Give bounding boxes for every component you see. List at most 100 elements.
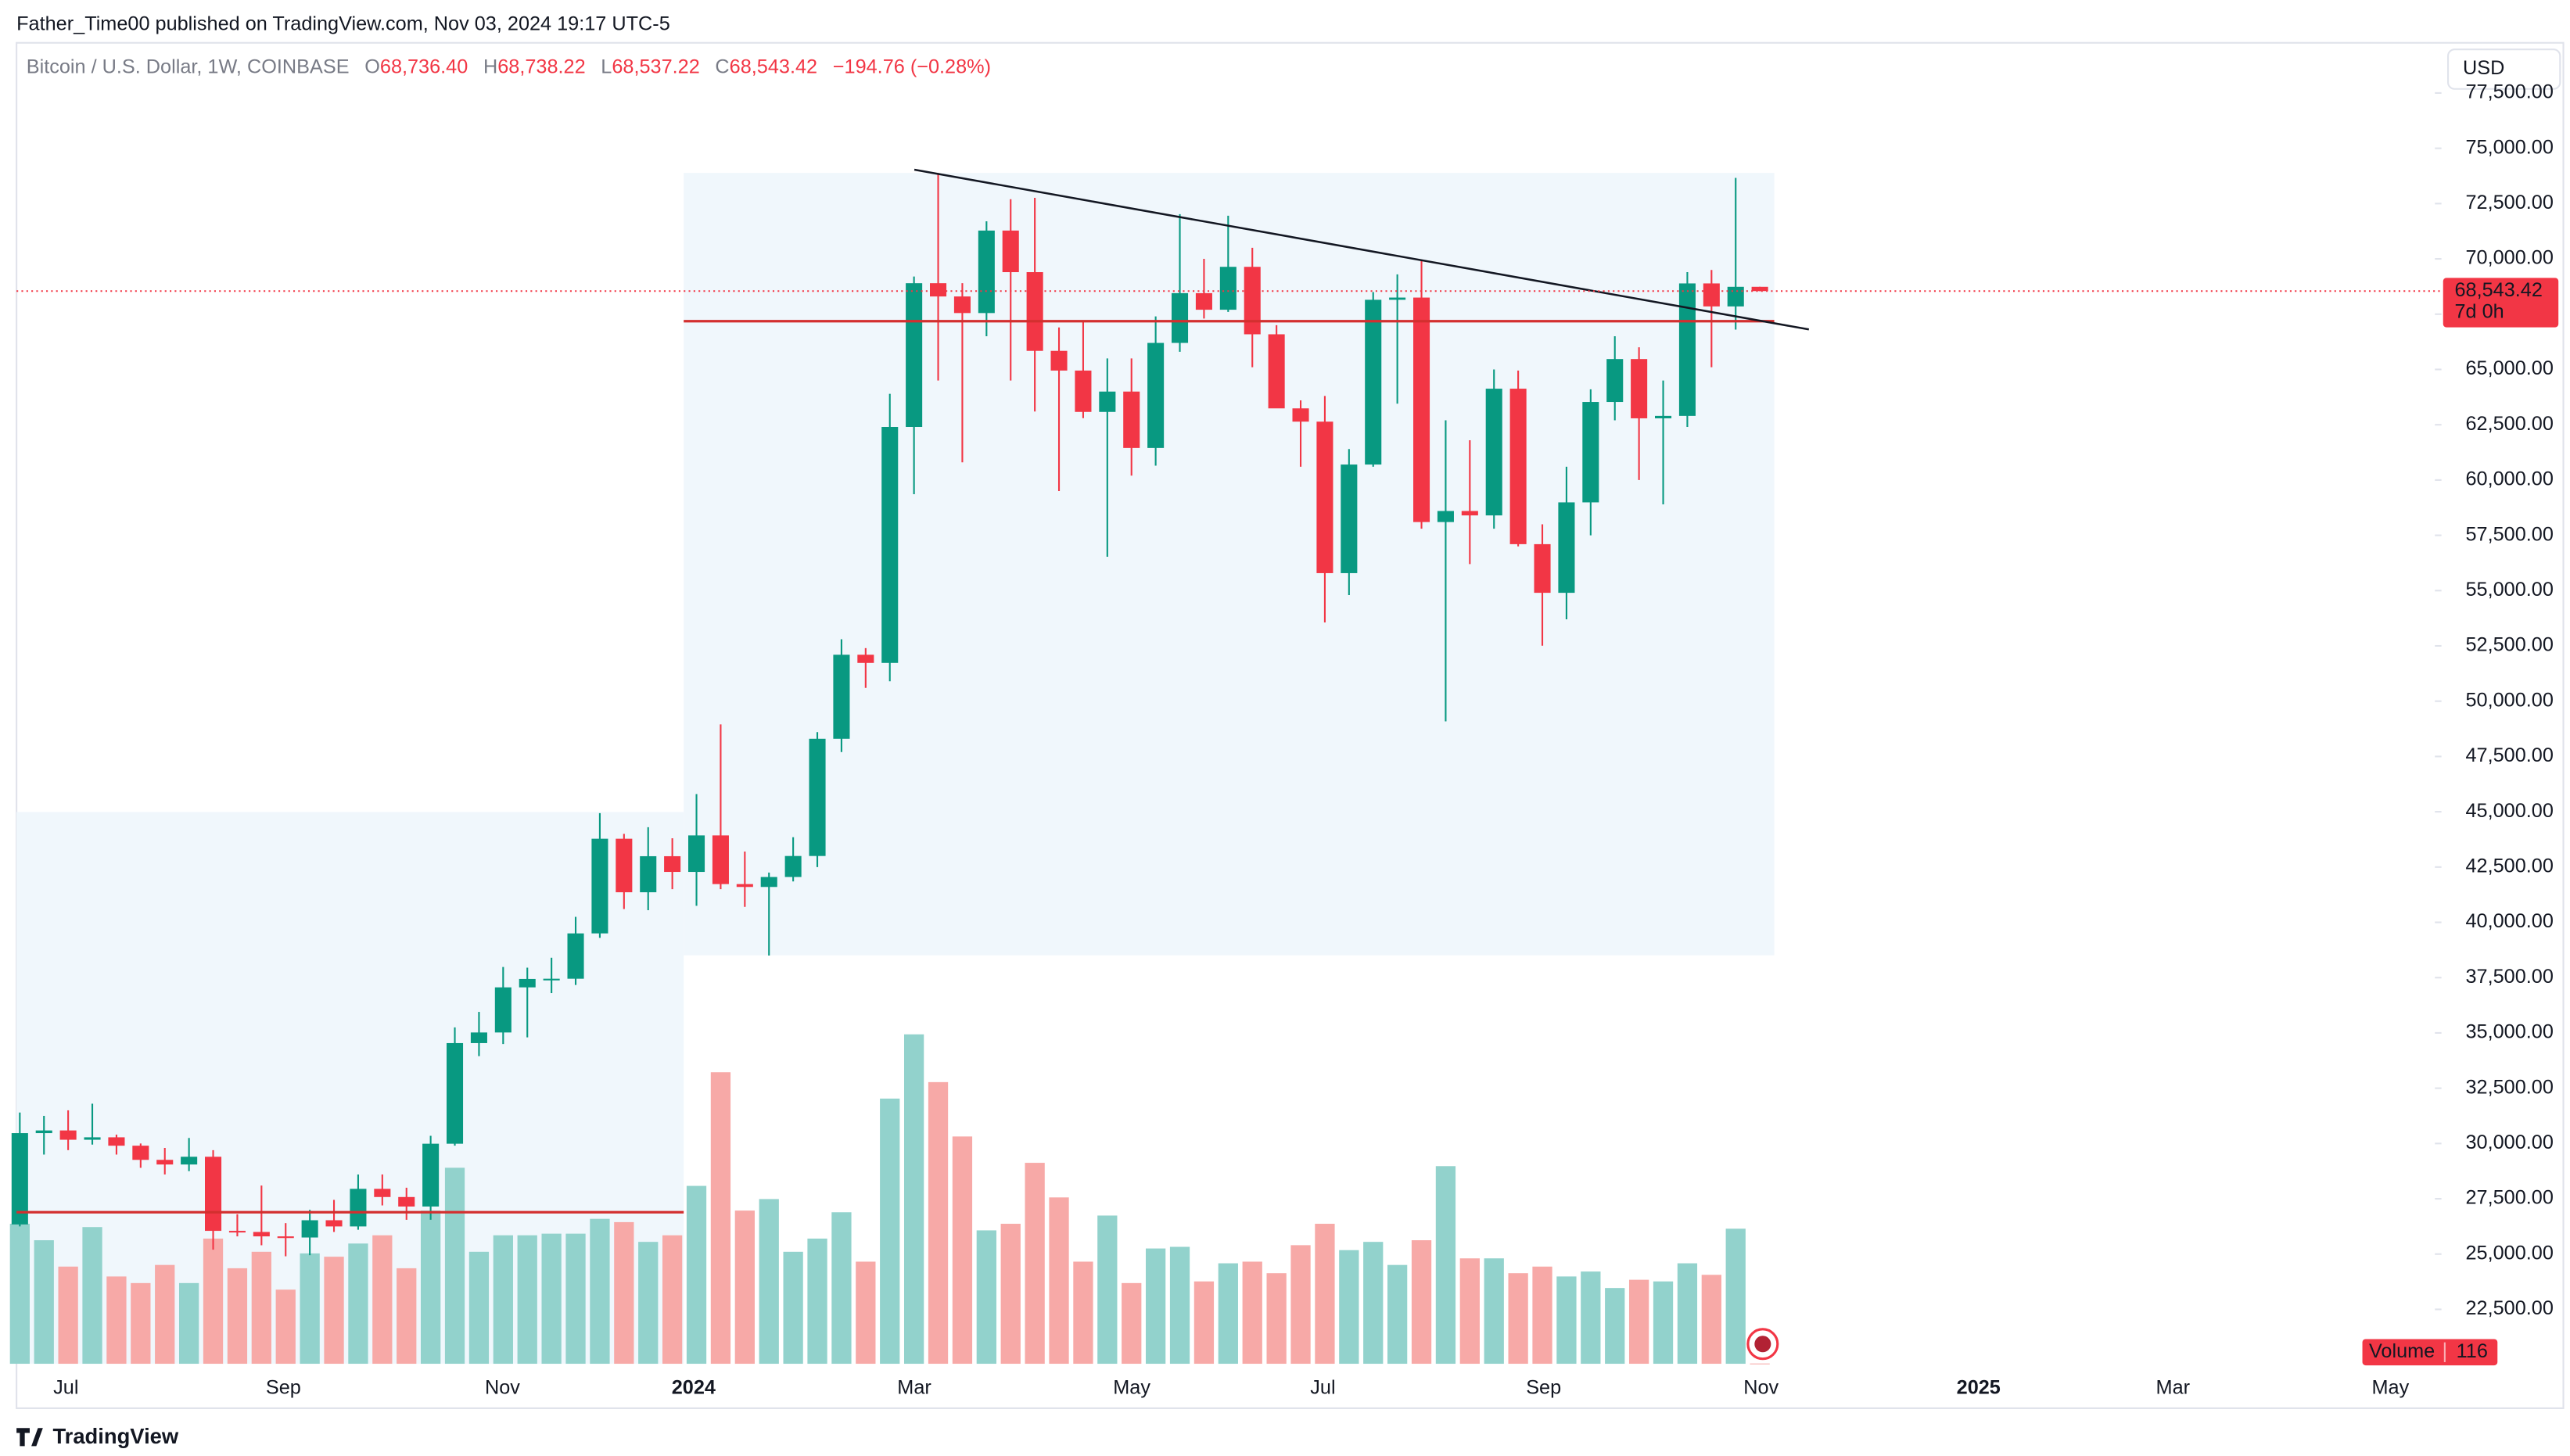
y-tick-label: 62,500.00 [2465, 413, 2553, 435]
candle-body [301, 1220, 318, 1238]
x-tick-label: Nov [1743, 1376, 1779, 1398]
volume-bar [638, 1242, 659, 1365]
trend-line [913, 168, 1810, 331]
y-tick-label: 52,500.00 [2465, 634, 2553, 656]
x-tick-label: May [1113, 1376, 1150, 1398]
countdown: 7d 0h [2454, 300, 2504, 322]
y-tick-label: 47,500.00 [2465, 744, 2553, 766]
volume-bar [324, 1257, 344, 1365]
volume-bar [686, 1185, 707, 1365]
legend-value: 68,543.42 [730, 56, 817, 77]
candle-body [1534, 543, 1551, 594]
y-tick-label: 65,000.00 [2465, 357, 2553, 379]
candle-body [712, 835, 729, 884]
currency-button[interactable] [2447, 48, 2561, 90]
candle-body [1751, 286, 1768, 292]
legend: Bitcoin / U.S. Dollar, 1W, COINBASE O68,… [27, 56, 991, 77]
candle-body [1365, 299, 1382, 465]
volume-bar [903, 1034, 924, 1365]
candle-body [1147, 342, 1165, 448]
candle-body [543, 978, 560, 981]
volume-badge [2362, 1339, 2498, 1366]
volume-bar [710, 1072, 731, 1365]
candle-body [1389, 297, 1406, 300]
y-tick-label: 60,000.00 [2465, 468, 2553, 490]
y-tick-label: 50,000.00 [2465, 689, 2553, 711]
candle-body [447, 1042, 464, 1144]
volume-bar [1339, 1250, 1359, 1365]
volume-bar [82, 1227, 102, 1365]
candle-body [616, 838, 633, 893]
x-tick-label: 2025 [1957, 1376, 2001, 1398]
legend-symbol: Bitcoin / U.S. Dollar, 1W, COINBASE [27, 56, 350, 77]
volume-bar [1025, 1163, 1045, 1365]
legend-value: 68,736.40 [380, 56, 468, 77]
legend-label: L [601, 56, 612, 77]
candle-body [664, 855, 681, 873]
volume-bar [1073, 1261, 1093, 1365]
volume-badge-value: 116 [2457, 1340, 2488, 1362]
volume-bar [203, 1238, 224, 1365]
volume-bar [300, 1253, 320, 1365]
volume-bar [1290, 1245, 1311, 1365]
brand-logo [16, 1428, 43, 1447]
candle-body [132, 1146, 149, 1160]
candle-body [784, 855, 802, 877]
x-tick-label: Sep [1526, 1376, 1561, 1398]
volume-bar [251, 1251, 271, 1365]
x-tick-label: Nov [485, 1376, 520, 1398]
candle-body [1292, 408, 1309, 422]
candle-body [108, 1137, 125, 1146]
candle-body [760, 877, 777, 888]
volume-bar [348, 1243, 368, 1365]
volume-bar [155, 1264, 175, 1365]
candle-body [35, 1130, 52, 1134]
volume-bar [541, 1233, 562, 1365]
candle-body [1026, 272, 1043, 351]
volume-bar [34, 1240, 54, 1365]
volume-bar [952, 1136, 973, 1365]
currency[interactable]: USD [2463, 57, 2504, 79]
volume-bar [1145, 1248, 1166, 1365]
candle-body [1171, 292, 1189, 343]
candle-body [1558, 502, 1575, 594]
y-tick-label: 75,000.00 [2465, 136, 2553, 158]
volume-bar [928, 1081, 949, 1365]
y-tick-label: 27,500.00 [2465, 1187, 2553, 1209]
volume-bar [565, 1233, 586, 1365]
candle-body [1727, 286, 1744, 307]
candle-body [688, 835, 705, 873]
volume-bar [1049, 1197, 1069, 1365]
y-tick-label: 32,500.00 [2465, 1076, 2553, 1098]
candle-body [1219, 267, 1237, 310]
volume-bar [1653, 1281, 1674, 1365]
volume-bar [856, 1261, 876, 1365]
x-tick-label: Mar [2156, 1376, 2191, 1398]
plot [9, 173, 1770, 1365]
legend-label: O [364, 56, 380, 77]
candle-body [1050, 350, 1068, 371]
candle-body [1341, 464, 1358, 573]
candle-body [228, 1231, 246, 1233]
candle-body [953, 296, 971, 314]
volume-bar [420, 1210, 441, 1365]
volume-bar [1581, 1271, 1601, 1365]
candle-body [1678, 283, 1696, 416]
y-tick-label: 30,000.00 [2465, 1131, 2553, 1153]
candle-body [906, 283, 923, 428]
y-tick-label: 77,500.00 [2465, 81, 2553, 103]
volume-bar [1363, 1242, 1384, 1365]
volume-bar [807, 1238, 827, 1365]
x-tick-label: Jul [1310, 1376, 1335, 1398]
volume-bar [1169, 1246, 1190, 1365]
volume-bar [1435, 1166, 1456, 1365]
volume-bar [1411, 1240, 1432, 1365]
volume-bar [468, 1251, 490, 1365]
candle-body [1631, 359, 1648, 418]
volume-bar [227, 1268, 248, 1365]
candle-body [205, 1157, 222, 1232]
candle-body [11, 1133, 28, 1225]
legend-value: 68,738.22 [497, 56, 585, 77]
volume-bar [1097, 1215, 1118, 1365]
